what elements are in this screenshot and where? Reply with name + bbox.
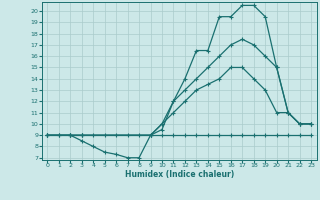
X-axis label: Humidex (Indice chaleur): Humidex (Indice chaleur) xyxy=(124,170,234,179)
